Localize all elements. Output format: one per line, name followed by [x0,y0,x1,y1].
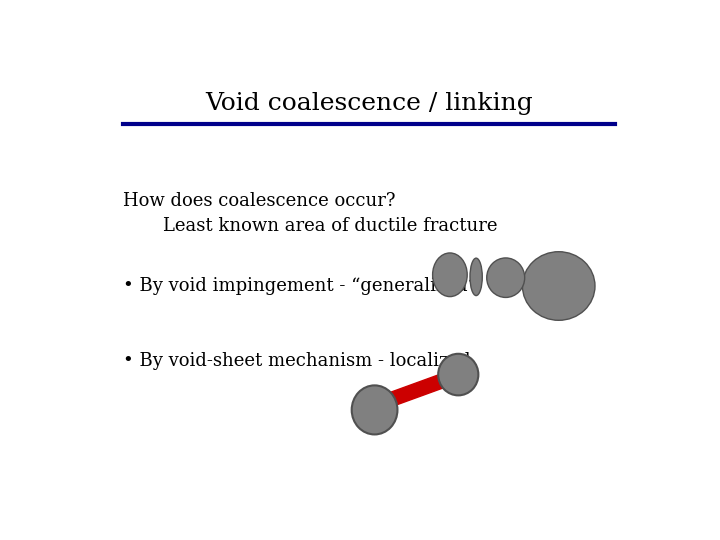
Ellipse shape [351,386,397,435]
Ellipse shape [433,253,467,296]
Ellipse shape [523,252,595,320]
Text: • By void impingement - “generalized”: • By void impingement - “generalized” [124,277,477,295]
Text: Least known area of ductile fracture: Least known area of ductile fracture [163,217,497,234]
Ellipse shape [438,354,478,395]
Text: How does coalescence occur?: How does coalescence occur? [124,192,396,210]
Text: Void coalescence / linking: Void coalescence / linking [205,92,533,115]
Text: • By void-sheet mechanism - localized: • By void-sheet mechanism - localized [124,352,471,370]
Ellipse shape [487,258,525,298]
Polygon shape [379,372,456,408]
Ellipse shape [470,258,482,295]
